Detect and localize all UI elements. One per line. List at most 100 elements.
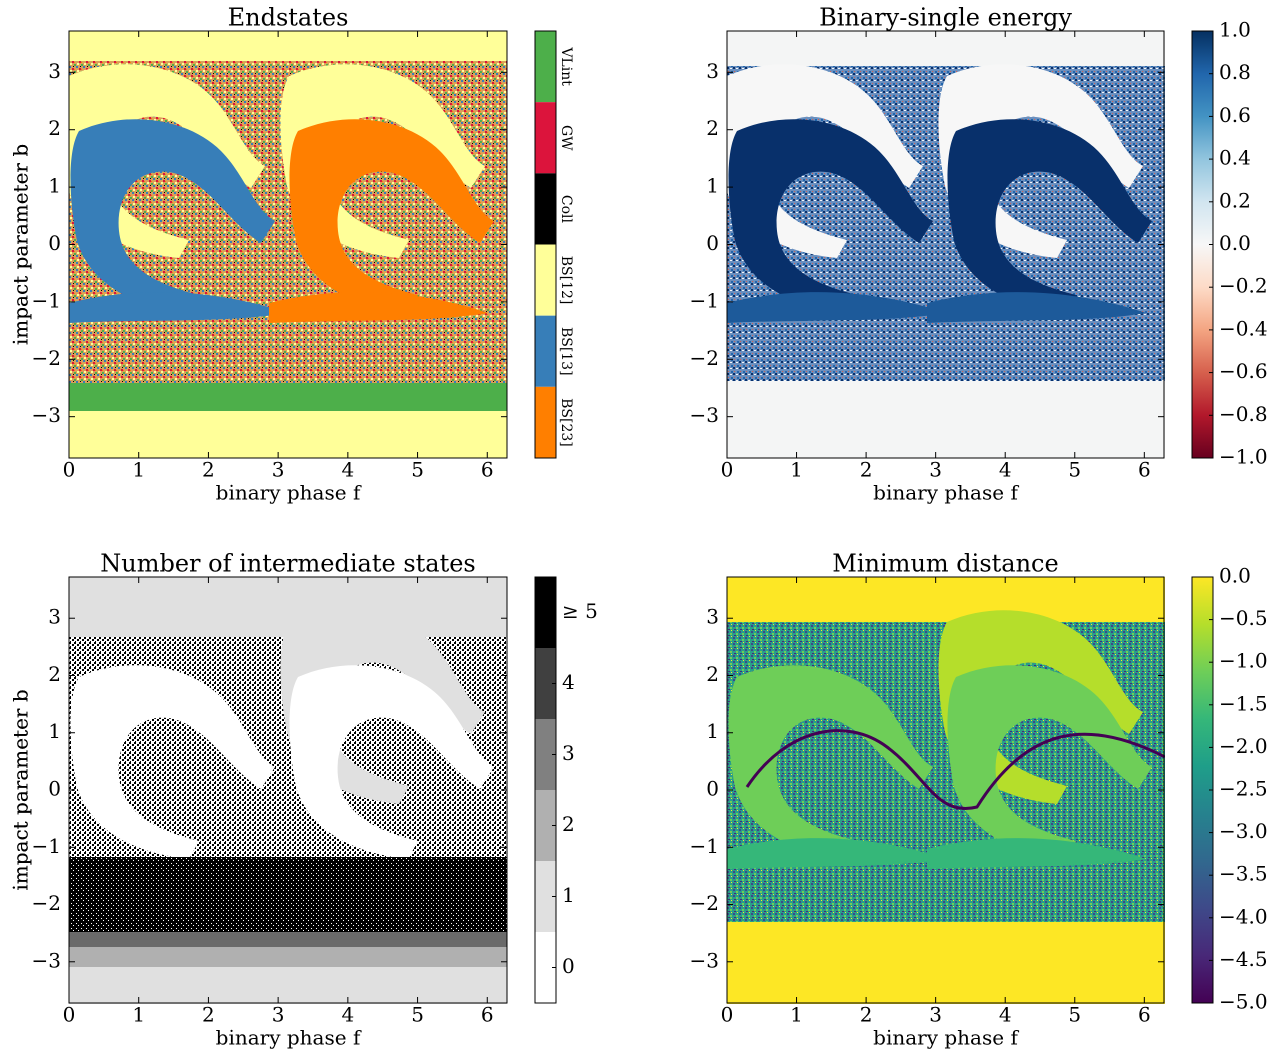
colorbar-label: BS[13] [558, 327, 574, 376]
y-axis-label: impact parameter b [9, 144, 33, 345]
colorbar-segment [535, 790, 556, 861]
colorbar-segment [535, 648, 556, 719]
y-tick-label: −2 [690, 346, 719, 370]
colorbar-tick-label: 0.6 [1219, 103, 1251, 127]
colorbar-tick-label: 2 [562, 812, 575, 836]
x-tick-label: 0 [721, 1003, 734, 1027]
y-tick-label: 0 [48, 231, 61, 255]
colorbar-label: VLint [558, 46, 574, 86]
colorbar-tick-label: ≥ 5 [562, 599, 598, 623]
x-tick-label: 5 [1068, 458, 1081, 482]
y-axis-label: impact parameter b [9, 144, 33, 345]
y-tick-label: 1 [706, 174, 719, 198]
x-tick-label: 2 [202, 458, 215, 482]
colorbar-tick-label: 0.8 [1219, 60, 1251, 84]
y-tick-label: 2 [706, 116, 719, 140]
colorbar-segment [535, 173, 556, 245]
colorbar-segment [535, 244, 556, 316]
colorbar-tick-label: 1 [562, 883, 575, 907]
x-tick-label: 6 [1138, 1003, 1151, 1027]
colorbar-tick-label: −0.5 [1219, 606, 1268, 630]
heatmap-image [727, 31, 1165, 458]
x-tick-label: 0 [63, 458, 76, 482]
x-tick-label: 4 [999, 1003, 1012, 1027]
y-axis-label: impact parameter b [9, 689, 33, 890]
colorbar-tick-label: 0.2 [1219, 188, 1251, 212]
colorbar [1192, 31, 1213, 458]
y-tick-label: −1 [32, 288, 61, 312]
x-axis-label: binary phase f [873, 481, 1019, 505]
x-tick-label: 5 [1068, 1003, 1081, 1027]
x-axis-label: binary phase f [216, 1026, 362, 1050]
y-tick-label: 0 [48, 777, 61, 801]
colorbar [1192, 577, 1213, 1003]
colorbar-segment [535, 31, 556, 103]
colorbar-segment [535, 315, 556, 387]
x-tick-label: 1 [790, 458, 803, 482]
colorbar-segment [535, 719, 556, 790]
chart-title: Endstates [228, 4, 349, 32]
y-tick-label: −3 [690, 948, 719, 972]
colorbar-tick-label: −2.5 [1219, 777, 1268, 801]
colorbar-tick-label: −5.0 [1219, 990, 1268, 1014]
y-tick-label: 3 [706, 605, 719, 629]
colorbar-label: GW [558, 125, 574, 151]
chart-title: Number of intermediate states [100, 550, 476, 578]
x-tick-label: 1 [790, 1003, 803, 1027]
colorbar-tick-label: −1.0 [1219, 649, 1268, 673]
colorbar-frame [1191, 576, 1214, 1004]
colorbar-segment [535, 102, 556, 174]
colorbar-tick-label: −1.0 [1219, 445, 1268, 469]
x-tick-label: 2 [202, 1003, 215, 1027]
colorbar-tick-label: −0.4 [1219, 316, 1268, 340]
x-tick-label: 5 [411, 458, 424, 482]
colorbar-tick-label: −0.8 [1219, 402, 1268, 426]
colorbar-tick-label: −0.2 [1219, 274, 1268, 298]
y-tick-label: 1 [706, 719, 719, 743]
y-tick-label: 1 [48, 174, 61, 198]
y-tick-label: 3 [48, 59, 61, 83]
chart-title: Binary-single energy [819, 4, 1072, 32]
y-axis-label: impact parameter b [9, 689, 33, 890]
x-tick-label: 3 [929, 458, 942, 482]
x-tick-label: 3 [272, 458, 285, 482]
colorbar-tick-label: 3 [562, 741, 575, 765]
heatmap-image [69, 31, 507, 458]
colorbar-tick-label: 0.0 [1219, 231, 1251, 255]
colorbar-tick-label: 0.0 [1219, 564, 1251, 588]
y-tick-label: 2 [706, 662, 719, 686]
x-tick-label: 4 [341, 458, 354, 482]
x-tick-label: 3 [929, 1003, 942, 1027]
x-tick-label: 3 [272, 1003, 285, 1027]
colorbar-label: Coll [558, 195, 574, 224]
colorbar-segment [535, 386, 556, 458]
colorbar-tick-label: 1.0 [1219, 18, 1251, 42]
heatmap-image [69, 577, 507, 1004]
colorbar-segment [535, 861, 556, 932]
y-tick-label: −2 [32, 346, 61, 370]
x-tick-label: 5 [411, 1003, 424, 1027]
colorbar-frame [534, 30, 557, 459]
y-tick-label: −1 [690, 834, 719, 858]
colorbar-label: BS[23] [558, 398, 574, 447]
y-tick-label: 0 [706, 231, 719, 255]
colorbar-tick-label: −4.0 [1219, 904, 1268, 928]
y-tick-label: −2 [690, 891, 719, 915]
x-tick-label: 2 [860, 458, 873, 482]
x-tick-label: 4 [999, 458, 1012, 482]
y-tick-label: 3 [48, 605, 61, 629]
colorbar-tick-label: 0 [562, 954, 575, 978]
y-tick-label: 3 [706, 59, 719, 83]
x-tick-label: 2 [860, 1003, 873, 1027]
heatmap-image [727, 577, 1165, 1004]
chart-title: Minimum distance [832, 550, 1058, 578]
colorbar-tick-label: −4.5 [1219, 947, 1268, 971]
y-tick-label: −3 [32, 403, 61, 427]
x-axis-label: binary phase f [873, 1026, 1019, 1050]
x-tick-label: 6 [481, 458, 494, 482]
x-tick-label: 6 [481, 1003, 494, 1027]
y-tick-label: −2 [32, 891, 61, 915]
x-tick-label: 0 [63, 1003, 76, 1027]
y-tick-label: −1 [32, 834, 61, 858]
